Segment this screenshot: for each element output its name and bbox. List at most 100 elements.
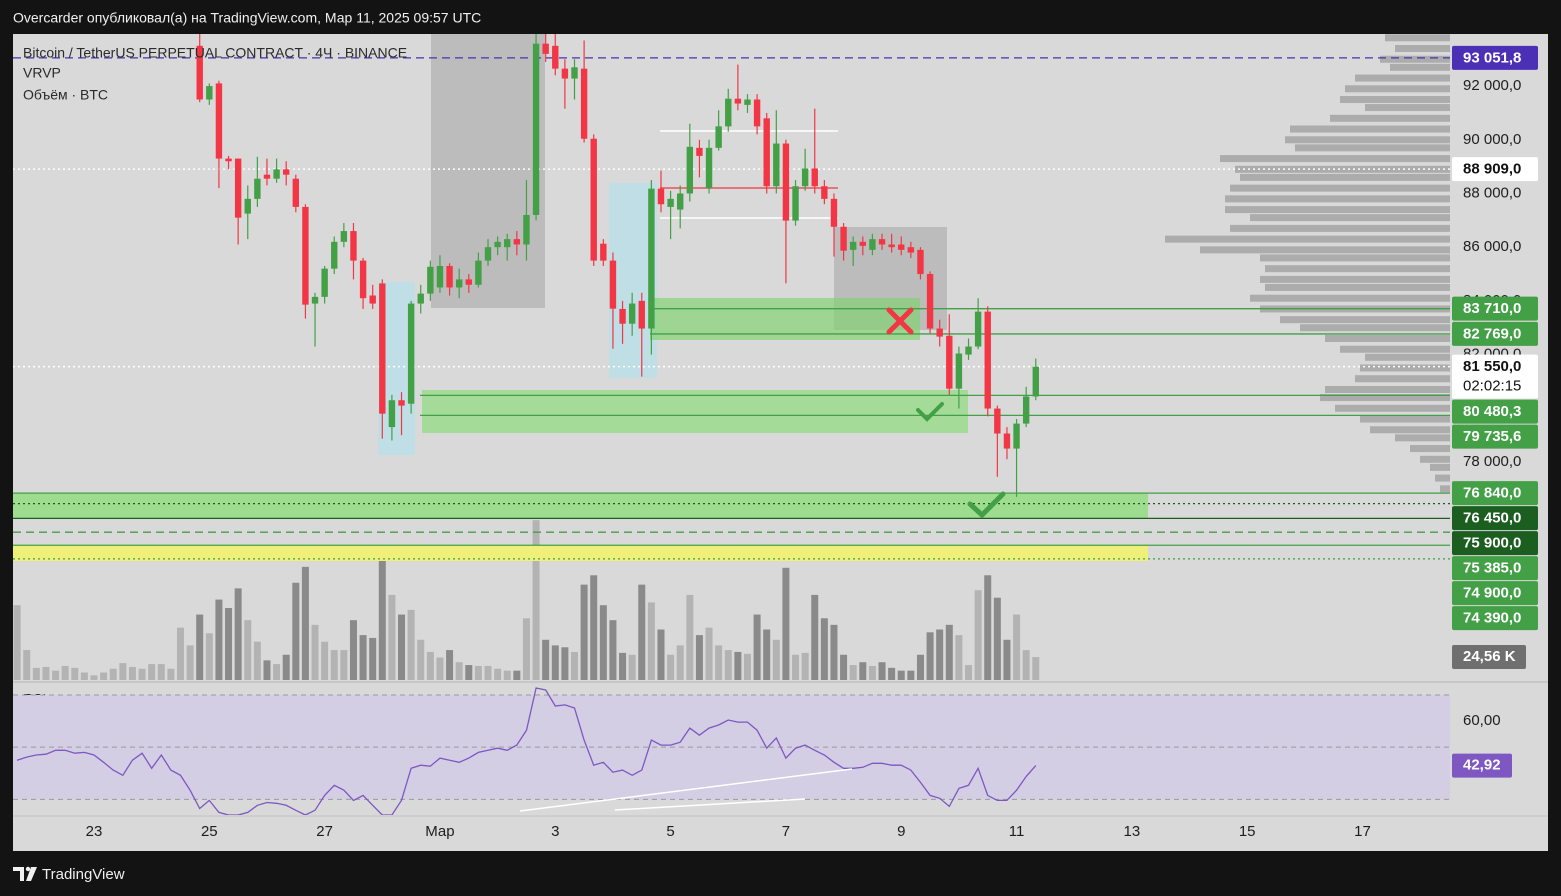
candle-body <box>974 311 982 347</box>
candle-body <box>379 283 386 414</box>
profile-bar <box>1250 294 1450 302</box>
price-tag-label: 76 450,0 <box>1463 510 1521 527</box>
volume-bar <box>676 645 684 680</box>
price-tag-label: 75 385,0 <box>1463 560 1521 577</box>
candle-body <box>686 146 694 194</box>
volume-bar <box>186 645 194 680</box>
candle-body <box>398 400 405 406</box>
profile-bar <box>1410 445 1450 453</box>
volume-bar <box>388 594 396 680</box>
profile-bar <box>1440 485 1450 493</box>
volume-bar <box>782 567 790 680</box>
volume-bar <box>580 584 588 680</box>
volume-bar <box>667 654 675 680</box>
volume-bar <box>974 590 982 680</box>
price-tag-label: 74 900,0 <box>1463 585 1521 602</box>
candle-body <box>917 249 924 275</box>
volume-bar <box>80 672 88 680</box>
candle-body <box>648 188 655 329</box>
profile-bar <box>1335 404 1450 412</box>
x-tick-label: 15 <box>1239 823 1256 840</box>
profile-bar <box>1390 63 1450 71</box>
volume-bar <box>244 620 252 680</box>
y-tick-label: 92 000,0 <box>1463 77 1521 94</box>
profile-bar <box>1165 235 1450 243</box>
brand: TradingView <box>42 866 125 883</box>
volume-bar <box>42 666 50 680</box>
volume-bar <box>532 520 540 680</box>
x-tick-label: 5 <box>666 823 674 840</box>
volume-bar <box>234 588 242 680</box>
candle-body <box>196 45 203 100</box>
x-tick-label: 9 <box>897 823 905 840</box>
candle-body <box>955 353 963 389</box>
candle-body <box>1022 396 1030 424</box>
candle-body <box>705 147 713 189</box>
x-tick-label: 23 <box>86 823 103 840</box>
candle-body <box>994 408 1001 434</box>
x-tick-label: 3 <box>551 823 559 840</box>
volume-bar <box>513 670 521 680</box>
profile-bar <box>1330 114 1450 122</box>
candle-body <box>667 198 674 207</box>
volume-bar <box>128 666 136 680</box>
candle-body <box>1013 423 1020 449</box>
candle-body <box>388 400 396 428</box>
candle-body <box>494 241 501 248</box>
candle-body <box>888 244 895 248</box>
candle-body <box>484 247 492 261</box>
volume-bar <box>100 672 108 680</box>
volume-bar <box>695 635 703 680</box>
candle-body <box>542 43 549 54</box>
candle-body <box>417 293 424 304</box>
profile-bar <box>1360 364 1450 372</box>
x-tick-label: 7 <box>782 823 790 840</box>
candle-body <box>638 300 645 329</box>
candle-body <box>590 138 597 261</box>
candle-body <box>321 268 328 297</box>
profile-bar <box>1370 426 1450 434</box>
candle-body <box>725 98 732 127</box>
volume-bar <box>888 667 896 680</box>
volume-bar <box>734 651 742 680</box>
candle-body <box>869 239 876 250</box>
candle-body <box>244 198 251 214</box>
volume-bar <box>61 665 69 680</box>
candle-body <box>696 147 703 156</box>
candle-body <box>657 188 665 205</box>
volume-bar <box>157 664 165 680</box>
candle-body <box>206 86 213 100</box>
volume-tag-label: 24,56 K <box>1463 648 1516 665</box>
profile-bar <box>1325 334 1450 342</box>
candle-body <box>504 239 511 248</box>
profile-bar <box>1265 265 1450 273</box>
volume-bar <box>1013 614 1021 680</box>
profile-bar <box>1240 173 1450 181</box>
x-tick-label: 11 <box>1009 823 1025 840</box>
candle-body <box>830 198 838 227</box>
candle-body <box>552 45 559 69</box>
profile-bar <box>1280 316 1450 324</box>
volume-bar <box>743 653 751 680</box>
candle-body <box>715 126 722 148</box>
indicator-label: Объём · BTC <box>23 87 108 103</box>
price-tag-label: 81 550,0 <box>1463 358 1521 375</box>
profile-bar <box>1260 275 1450 283</box>
candle-body <box>283 169 290 175</box>
profile-bar <box>1285 136 1450 144</box>
volume-bar <box>936 629 944 680</box>
x-tick-label: Мар <box>425 823 454 840</box>
volume-bar <box>253 641 261 680</box>
candle-body <box>926 274 934 329</box>
profile-bar <box>1385 34 1450 42</box>
volume-bar <box>1003 639 1011 680</box>
candle-body <box>292 178 300 207</box>
y-tick-label: 78 000,0 <box>1463 453 1521 470</box>
candle-body <box>273 169 280 179</box>
price-tag <box>1452 296 1538 321</box>
profile-bar <box>1225 206 1450 214</box>
price-tag <box>1452 157 1538 182</box>
volume-bar <box>753 614 761 680</box>
volume-bar <box>801 652 809 680</box>
